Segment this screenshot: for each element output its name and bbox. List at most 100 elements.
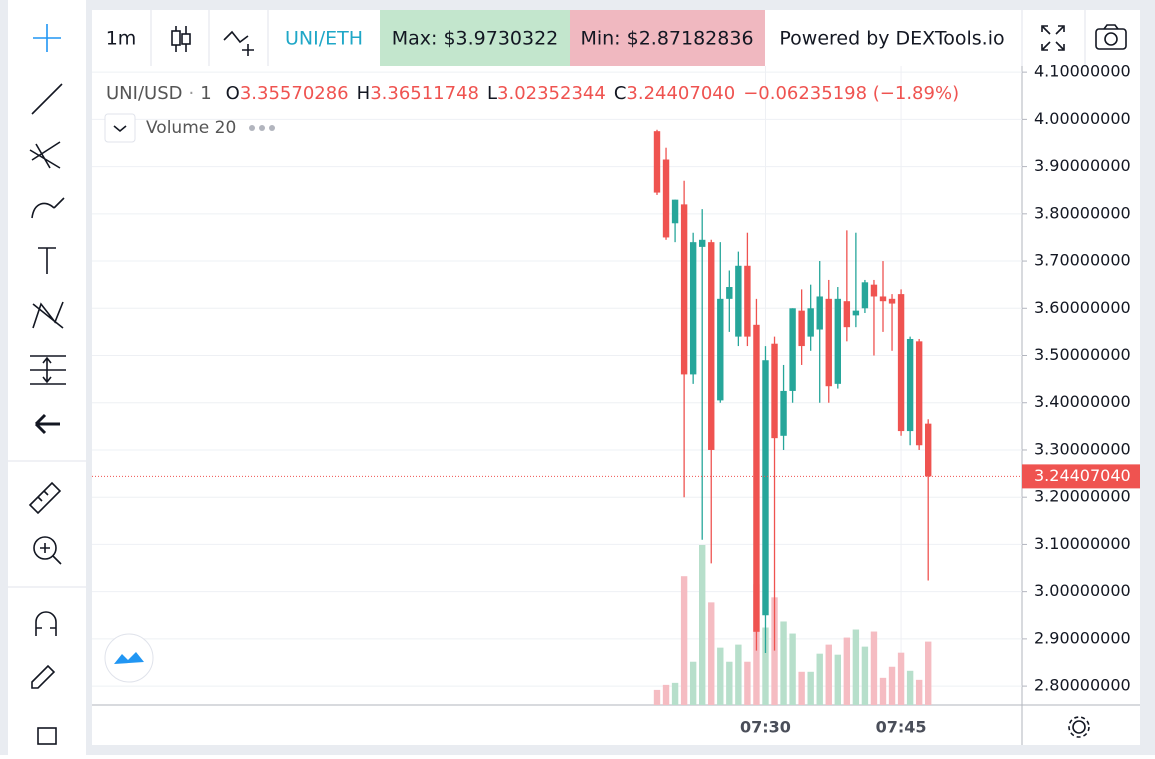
candle-body — [735, 265, 742, 337]
brush-tool[interactable] — [31, 197, 65, 219]
ohlc-legend: UNI/USD · 1 O3.35570286 H3.36511748 L3.023523… — [106, 83, 959, 104]
y-tick-label: 3.60000000 — [1034, 298, 1131, 317]
min-box — [570, 10, 765, 66]
zoom-tool[interactable] — [40, 543, 62, 565]
volume-bar — [852, 629, 860, 705]
candle-body — [753, 324, 760, 632]
crosshair-tool[interactable] — [33, 24, 61, 52]
y-tick-label: 3.00000000 — [1034, 581, 1131, 600]
max-price: Max: $3.9730322 — [392, 28, 559, 50]
y-tick-label: 4.10000000 — [1034, 62, 1131, 81]
settings-button[interactable] — [1068, 716, 1090, 738]
fib-tool[interactable] — [29, 141, 61, 169]
candle-body — [798, 310, 805, 347]
candle-body — [825, 298, 832, 387]
volume-bar — [798, 671, 805, 705]
open-value: 3.35570286 — [240, 83, 349, 104]
volume-bar — [662, 684, 670, 705]
y-tick-label: 4.00000000 — [1034, 109, 1131, 128]
candle-body — [879, 296, 887, 302]
volume-bar — [897, 652, 905, 705]
collapse-icon — [113, 125, 127, 133]
candle-body — [915, 341, 923, 446]
volume-bar — [807, 671, 814, 705]
more-dots[interactable] — [249, 125, 275, 131]
open-label: O — [226, 83, 240, 104]
candle-body — [662, 159, 670, 238]
candle-body — [699, 239, 706, 247]
y-tick-label: 3.80000000 — [1034, 203, 1131, 222]
separator: · — [188, 83, 194, 104]
candle-body — [888, 298, 896, 304]
candle-body — [925, 423, 932, 477]
measure-tool[interactable] — [30, 355, 66, 385]
volume-bar — [771, 597, 778, 705]
interval-button[interactable]: 1m — [106, 28, 137, 50]
candle-body — [671, 199, 679, 224]
pattern-tool[interactable] — [32, 301, 64, 329]
volume-bar — [861, 646, 869, 705]
close-value: 3.24407040 — [626, 83, 735, 104]
candle-body — [744, 265, 751, 337]
pair-button[interactable]: UNI/ETH — [285, 28, 363, 50]
trend-line-tool[interactable] — [31, 83, 63, 115]
volume-bar — [744, 661, 751, 705]
candle-body — [780, 390, 787, 436]
y-tick-label: 3.70000000 — [1034, 251, 1131, 270]
candle-body — [689, 242, 697, 375]
volume-bar — [925, 641, 932, 705]
last-price-tag — [1022, 464, 1140, 489]
legend-interval: 1 — [200, 83, 211, 104]
candle-body — [789, 308, 796, 391]
high-value: 3.36511748 — [370, 83, 479, 104]
y-tick-label: 3.90000000 — [1034, 156, 1131, 175]
lock-draw-tool[interactable] — [31, 664, 56, 689]
volume-bar — [888, 666, 896, 705]
fullscreen-button[interactable] — [1041, 25, 1065, 51]
volume-bar — [825, 644, 832, 705]
close-label: C — [614, 83, 627, 104]
volume-bar — [834, 654, 841, 705]
text-tool[interactable] — [38, 247, 56, 274]
candle-body — [852, 310, 860, 316]
symbol: UNI/USD — [106, 83, 182, 104]
marks — [92, 129, 1022, 705]
screenshot-button[interactable] — [1095, 24, 1127, 50]
y-tick-label: 3.50000000 — [1034, 345, 1131, 364]
candle-body — [726, 287, 733, 299]
volume-bar — [780, 621, 787, 705]
candle-body — [834, 298, 841, 384]
volume-bar — [870, 631, 878, 705]
volume-bar — [906, 670, 914, 705]
y-tick-label: 3.30000000 — [1034, 439, 1131, 458]
candle-body — [861, 282, 869, 309]
volume-bar — [915, 679, 923, 705]
logo[interactable] — [104, 633, 154, 683]
min-price: Min: $2.87182836 — [580, 28, 753, 50]
tool-icons — [28, 24, 66, 745]
lock-tool[interactable] — [37, 727, 57, 745]
volume-bar — [708, 602, 715, 705]
volume-bar — [717, 647, 724, 705]
back-tool[interactable] — [34, 413, 60, 435]
change-value: −0.06235198 (−1.89%) — [743, 83, 959, 104]
powered-by[interactable]: Powered by DEXTools.io — [779, 28, 1004, 50]
indicators-button[interactable] — [223, 30, 254, 56]
candle-body — [717, 298, 724, 401]
volume-bar — [843, 637, 851, 705]
candle-body — [906, 338, 914, 432]
candle-body — [843, 301, 851, 328]
candle-body — [807, 308, 814, 337]
ruler-tool[interactable] — [28, 481, 62, 515]
candle-body — [897, 294, 905, 432]
volume-bar — [653, 689, 661, 705]
chart-pane — [92, 66, 1140, 745]
collapse-button[interactable] — [104, 113, 136, 143]
volume-bar — [789, 633, 796, 705]
magnet-tool[interactable] — [35, 611, 57, 636]
candle-body — [816, 296, 823, 330]
volume-bar — [689, 661, 697, 705]
low-value: 3.02352344 — [497, 83, 606, 104]
chart-style-button[interactable] — [171, 26, 191, 52]
